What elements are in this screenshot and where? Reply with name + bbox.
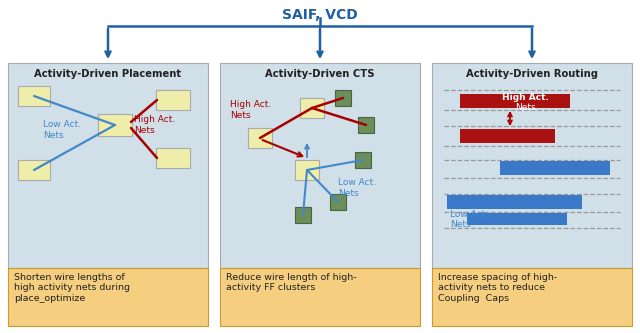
Bar bbox=[156, 90, 190, 110]
Text: Shorten wire lengths of
high activity nets during
place_optimize: Shorten wire lengths of high activity ne… bbox=[14, 273, 130, 303]
Bar bbox=[432, 268, 632, 326]
Bar bbox=[432, 63, 632, 268]
Bar bbox=[295, 160, 319, 180]
Bar bbox=[358, 117, 374, 133]
Bar bbox=[335, 90, 351, 106]
Text: Low Act.
Nets: Low Act. Nets bbox=[450, 210, 488, 229]
Text: High Act.
Nets: High Act. Nets bbox=[230, 100, 271, 120]
Bar bbox=[248, 128, 272, 148]
Bar bbox=[467, 213, 567, 225]
Text: Increase spacing of high-
activity nets to reduce
Coupling  Caps: Increase spacing of high- activity nets … bbox=[438, 273, 557, 303]
Bar bbox=[8, 268, 208, 326]
Bar bbox=[330, 194, 346, 210]
Text: High Act.
Nets: High Act. Nets bbox=[134, 115, 175, 135]
Text: SAIF, VCD: SAIF, VCD bbox=[282, 8, 358, 22]
Bar bbox=[355, 152, 371, 168]
Text: Reduce wire length of high-
activity FF clusters: Reduce wire length of high- activity FF … bbox=[226, 273, 356, 292]
Text: Activity-Driven Placement: Activity-Driven Placement bbox=[35, 69, 182, 79]
Text: Activity-Driven CTS: Activity-Driven CTS bbox=[265, 69, 375, 79]
Text: High Act.: High Act. bbox=[502, 93, 548, 102]
Bar bbox=[460, 129, 555, 143]
Bar bbox=[300, 98, 324, 118]
Text: Nets: Nets bbox=[515, 103, 535, 112]
Text: Activity-Driven Routing: Activity-Driven Routing bbox=[466, 69, 598, 79]
Bar bbox=[500, 161, 610, 175]
Bar bbox=[220, 268, 420, 326]
Bar bbox=[156, 148, 190, 168]
Text: Low Act.
Nets: Low Act. Nets bbox=[43, 120, 81, 140]
Bar bbox=[295, 207, 311, 223]
Bar bbox=[18, 86, 50, 106]
Text: Low Act.
Nets: Low Act. Nets bbox=[338, 178, 376, 198]
Bar bbox=[220, 63, 420, 268]
Bar bbox=[98, 114, 132, 136]
Bar bbox=[447, 195, 582, 209]
Bar bbox=[18, 160, 50, 180]
Bar bbox=[460, 94, 570, 108]
Bar bbox=[8, 63, 208, 268]
